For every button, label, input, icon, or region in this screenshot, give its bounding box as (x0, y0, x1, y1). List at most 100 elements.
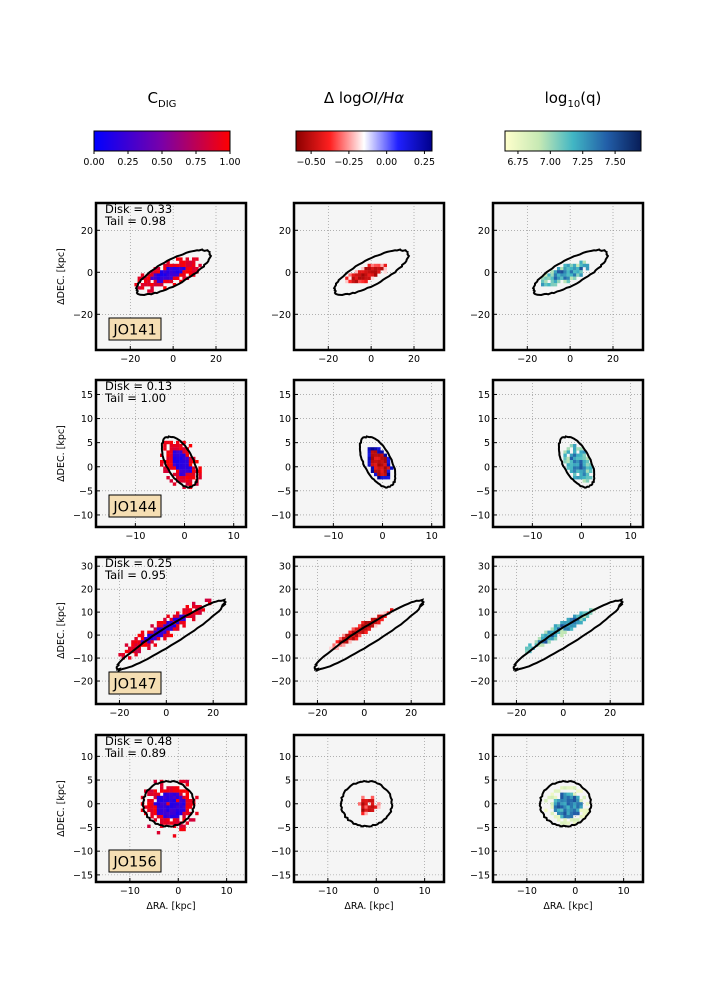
y-tick-label: 0 (285, 799, 291, 810)
x-tick-label: −20 (506, 708, 526, 719)
emission-map (115, 598, 227, 673)
emission-map (160, 435, 202, 489)
x-tick-label: 0 (361, 708, 367, 719)
panel-frame (94, 733, 248, 884)
galaxy-contour (160, 435, 199, 489)
galaxy-contour (531, 248, 610, 297)
galaxy-name-box (108, 849, 162, 873)
x-axis-label: ΔRA. [kpc] (344, 901, 393, 912)
x-tick-label: 20 (207, 708, 219, 719)
disk-value: Disk = 0.25 (105, 556, 172, 570)
colorbar-tick-label: 0.00 (376, 157, 397, 168)
galaxy-name-box (108, 671, 162, 695)
galaxy-name-badge: JO147 (108, 671, 162, 695)
column-title-2: log10(q) (545, 89, 602, 110)
panel-jo147-oiha: −20 0 20 −20 −10 0 10 20 30 (271, 555, 446, 719)
column-title-1: Δ logOI/Hα (324, 89, 404, 107)
galaxy-contour (313, 598, 425, 673)
x-tick-label: 0 (567, 354, 573, 365)
x-tick-label: 0 (380, 531, 386, 542)
x-tick-label: 0 (170, 354, 176, 365)
galaxy-contour (339, 779, 394, 828)
galaxy-contour (141, 779, 196, 828)
y-tick-label: −10 (470, 654, 490, 665)
y-tick-label: 20 (478, 226, 490, 237)
y-tick-label: −5 (79, 486, 93, 497)
y-tick-label: −20 (470, 677, 490, 688)
column-title-text: log10(q) (545, 89, 602, 110)
column-title-text: CDIG (148, 89, 177, 110)
y-tick-label: −10 (470, 510, 490, 521)
x-tick-label: 0 (373, 886, 379, 897)
x-tick-label: −10 (120, 886, 140, 897)
x-tick-label: 10 (221, 886, 233, 897)
y-tick-label: 10 (279, 752, 291, 763)
panel-jo141-logq: −20 0 20 −20 0 20 (470, 201, 645, 365)
y-axis-label: ΔDEC. [kpc] (56, 602, 67, 659)
y-tick-label: 30 (478, 562, 490, 573)
y-tick-label: 0 (87, 268, 93, 279)
colorbar-cdig: 0.00 0.25 0.50 0.75 1.00 (83, 130, 241, 168)
x-tick-label: −20 (517, 354, 537, 365)
x-tick-label: 20 (408, 354, 420, 365)
y-tick-label: −20 (73, 310, 93, 321)
colorbar-tick-label: 0.75 (185, 157, 206, 168)
y-tick-label: −5 (277, 486, 291, 497)
y-axis-label: ΔDEC. [kpc] (56, 248, 67, 305)
x-tick-label: 20 (604, 708, 616, 719)
x-tick-label: −20 (109, 708, 129, 719)
y-tick-label: −20 (470, 310, 490, 321)
galaxy-name: JO144 (112, 500, 156, 516)
x-tick-label: 0 (182, 531, 188, 542)
emission-map (358, 435, 397, 489)
panel-frame (491, 733, 645, 884)
galaxy-name-box (108, 317, 162, 341)
x-tick-label: −10 (318, 886, 338, 897)
panel-frame (292, 733, 446, 884)
tail-value: Tail = 0.95 (104, 568, 166, 582)
x-tick-label: −20 (318, 354, 338, 365)
galaxy-contour (115, 598, 227, 673)
y-tick-label: 15 (81, 390, 93, 401)
galaxy-name: JO147 (112, 677, 156, 693)
panel-jo156-logq: −10 0 10 −15 −10 −5 0 5 10 ΔRA. [kpc] (470, 733, 645, 912)
y-tick-label: 0 (484, 462, 490, 473)
y-tick-label: −15 (73, 870, 93, 881)
panel-frame (292, 378, 446, 529)
panel-frame (94, 555, 248, 706)
colorbar-tick-label: −0.50 (297, 157, 326, 168)
x-tick-label: 10 (419, 886, 431, 897)
x-tick-label: 20 (405, 708, 417, 719)
y-tick-label: 0 (484, 631, 490, 642)
emission-map (557, 435, 596, 489)
tail-value: Tail = 1.00 (104, 391, 166, 405)
emission-map (531, 248, 610, 297)
y-tick-label: 0 (484, 799, 490, 810)
panel-jo147-cdig: −20 0 20 −20 −10 0 10 20 30 ΔDEC. [kpc] Disk = 0.2… (56, 555, 248, 719)
disk-value: Disk = 0.13 (105, 379, 172, 393)
x-tick-label: 0 (175, 886, 181, 897)
y-tick-label: −5 (277, 823, 291, 834)
y-tick-label: 10 (478, 608, 490, 619)
colorbar-tick-label: −0.25 (334, 157, 363, 168)
y-tick-label: 5 (285, 776, 291, 787)
galaxy-name: JO141 (112, 323, 156, 339)
y-tick-label: 0 (87, 631, 93, 642)
y-tick-label: 20 (478, 585, 490, 596)
colorbar-tick-label: 7.00 (540, 157, 561, 168)
colorbar-tick-label: 1.00 (219, 157, 240, 168)
y-tick-label: −10 (73, 510, 93, 521)
panel-frame (491, 378, 645, 529)
x-axis-label: ΔRA. [kpc] (543, 901, 592, 912)
galaxy-contour (134, 248, 213, 297)
x-tick-label: −20 (120, 354, 140, 365)
x-tick-label: 20 (607, 354, 619, 365)
panel-jo156-cdig: −10 0 10 −15 −10 −5 0 5 10 ΔDEC. [kpc] Disk = 0.48… (56, 733, 248, 912)
galaxy-name-box (108, 494, 162, 518)
y-tick-label: 5 (87, 776, 93, 787)
tail-value: Tail = 0.89 (104, 746, 166, 760)
y-tick-label: 10 (478, 414, 490, 425)
y-axis-label: ΔDEC. [kpc] (56, 425, 67, 482)
